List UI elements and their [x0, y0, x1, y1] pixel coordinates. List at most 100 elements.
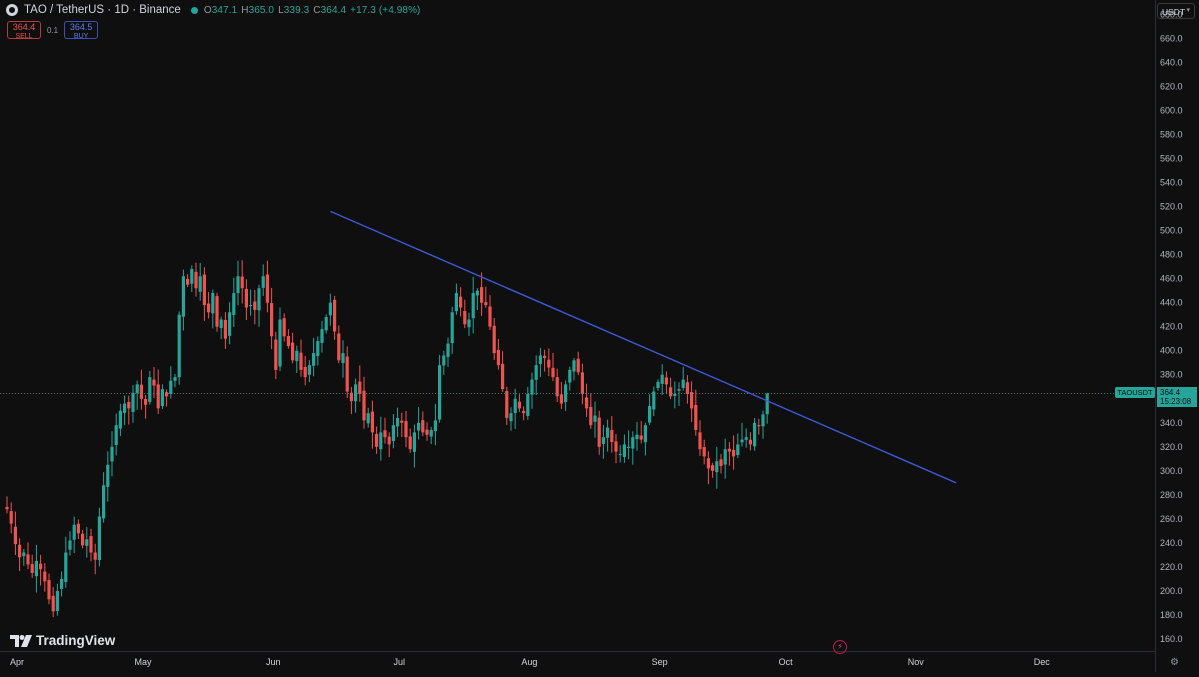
- candle-body: [450, 312, 454, 344]
- candle-body: [123, 403, 127, 413]
- tao-symbol-icon: [6, 4, 18, 16]
- candle-body: [694, 405, 698, 430]
- candle-body: [47, 580, 51, 600]
- candle-body: [131, 392, 135, 412]
- candle-body: [601, 437, 605, 444]
- candle-body: [5, 506, 9, 510]
- candle-body: [593, 415, 597, 422]
- price-tick-label: 160.0: [1160, 634, 1183, 644]
- candle-body: [39, 563, 43, 570]
- candle-body: [673, 393, 677, 396]
- chevron-down-icon: ▾: [1186, 7, 1190, 14]
- symbol-title[interactable]: TAO / TetherUS · 1D · Binance: [24, 4, 181, 16]
- candle-body: [354, 384, 358, 402]
- candle-body: [433, 420, 437, 432]
- price-tick-label: 420.0: [1160, 322, 1183, 332]
- candle-body: [690, 392, 694, 409]
- candle-body: [383, 430, 387, 438]
- candle-body: [181, 276, 185, 317]
- candle-body: [177, 314, 181, 378]
- candle-body: [757, 425, 761, 427]
- candle-body: [681, 379, 685, 388]
- candle-body: [513, 398, 517, 413]
- candle-body: [379, 432, 383, 450]
- candle-body: [396, 417, 400, 427]
- candle-body: [43, 571, 47, 582]
- candle-body: [702, 447, 706, 457]
- symbol-price-tag: TAOUSDT: [1115, 387, 1155, 398]
- candle-body: [156, 384, 160, 409]
- candle-body: [723, 449, 727, 465]
- candle-body: [219, 319, 223, 329]
- candle-body: [337, 333, 341, 361]
- candle-body: [606, 427, 610, 438]
- candle-body: [375, 434, 379, 447]
- candle-body: [589, 406, 593, 426]
- change-value: +17.3 (+4.98%): [350, 4, 421, 16]
- candle-body: [295, 350, 299, 362]
- close-value: 364.4: [320, 4, 347, 16]
- currency-selector[interactable]: USDT ▾: [1157, 3, 1195, 19]
- time-tick-label: Jun: [266, 657, 281, 667]
- market-status-icon[interactable]: [190, 6, 198, 14]
- candle-body: [517, 401, 521, 409]
- candle-body: [114, 425, 118, 446]
- buy-button[interactable]: 364.5 BUY: [64, 21, 99, 40]
- candle-body: [345, 356, 349, 392]
- candle-body: [408, 436, 412, 450]
- price-tick-label: 580.0: [1160, 130, 1183, 140]
- time-tick-label: Apr: [10, 657, 24, 667]
- lightning-icon[interactable]: ⚡: [833, 640, 847, 654]
- candle-body: [547, 359, 551, 368]
- price-tick-label: 680.0: [1160, 9, 1183, 19]
- price-tick-label: 660.0: [1160, 33, 1183, 43]
- open-value: 347.1: [211, 4, 238, 16]
- candle-body: [522, 410, 526, 414]
- price-tick-label: 220.0: [1160, 562, 1183, 572]
- candle-body: [160, 389, 164, 406]
- candle-body: [543, 355, 547, 358]
- candle-body: [391, 425, 395, 442]
- tradingview-logo[interactable]: TradingView: [10, 633, 115, 648]
- candle-body: [13, 526, 17, 545]
- candle-body: [412, 432, 416, 452]
- price-tick-label: 340.0: [1160, 418, 1183, 428]
- buy-label: BUY: [73, 32, 89, 40]
- candle-body: [748, 439, 752, 445]
- candle-body: [240, 276, 244, 289]
- candle-body: [257, 288, 261, 311]
- candle-body: [480, 287, 484, 303]
- candle-body: [669, 387, 673, 397]
- time-axis[interactable]: Apr May Jun Jul Aug Sep Oct Nov Dec: [10, 657, 1050, 667]
- candle-body: [370, 411, 374, 433]
- candle-body: [89, 536, 93, 553]
- price-axis[interactable]: 160.0 180.0 200.0 220.0 240.0 260.0 280.0 300.0…: [1160, 9, 1183, 644]
- gear-icon[interactable]: ⚙: [1170, 657, 1179, 668]
- candle-body: [404, 421, 408, 438]
- candle-body: [253, 301, 257, 310]
- trendline-layer[interactable]: [0, 210, 1155, 484]
- sell-button[interactable]: 364.4 SELL: [7, 21, 41, 40]
- candle-body: [97, 516, 101, 561]
- candle-body: [34, 560, 38, 577]
- candle-body: [555, 377, 559, 397]
- candle-body: [249, 305, 253, 307]
- candle-body: [744, 437, 748, 440]
- candle-body: [320, 329, 324, 343]
- time-tick-label: Jul: [393, 657, 405, 667]
- candle-body: [236, 276, 240, 294]
- candle-body: [576, 358, 580, 373]
- candle-body: [652, 391, 656, 410]
- candle-body: [387, 436, 391, 445]
- candle-body: [194, 271, 198, 289]
- candle-body: [421, 420, 425, 433]
- trendline[interactable]: [330, 210, 957, 484]
- price-tick-label: 560.0: [1160, 154, 1183, 164]
- candle-body: [715, 461, 719, 473]
- candle-body: [471, 293, 475, 319]
- candle-body: [30, 564, 34, 573]
- candle-body: [118, 410, 122, 429]
- candle-body: [753, 422, 757, 447]
